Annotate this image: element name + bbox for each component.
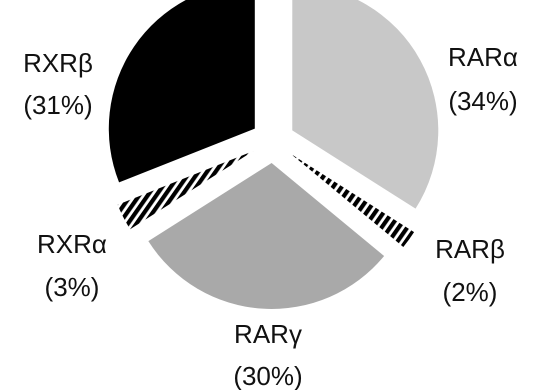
- slice-pct-rar-alpha: (34%): [448, 86, 517, 116]
- pie-slice-rxr-alpha: [117, 150, 254, 230]
- slice-pct-rar-beta: (2%): [443, 277, 498, 307]
- slice-label-rxr-alpha: RXRα: [37, 229, 107, 259]
- pie-slice-rar-beta: [290, 153, 415, 247]
- slice-label-rxr-beta: RXRβ: [23, 48, 93, 78]
- pie-slices: [108, 0, 439, 309]
- slice-label-rar-alpha: RARα: [448, 42, 518, 72]
- slice-label-rar-gamma: RARγ: [234, 319, 302, 349]
- pie-slice-rxr-beta: [108, 0, 255, 183]
- slice-pct-rxr-alpha: (3%): [45, 272, 100, 302]
- slice-label-rar-beta: RARβ: [435, 234, 505, 264]
- slice-pct-rxr-beta: (31%): [23, 90, 92, 120]
- pie-slice-rar-alpha: [292, 0, 439, 209]
- slice-pct-rar-gamma: (30%): [233, 361, 302, 390]
- pie-slice-rar-gamma: [148, 162, 385, 309]
